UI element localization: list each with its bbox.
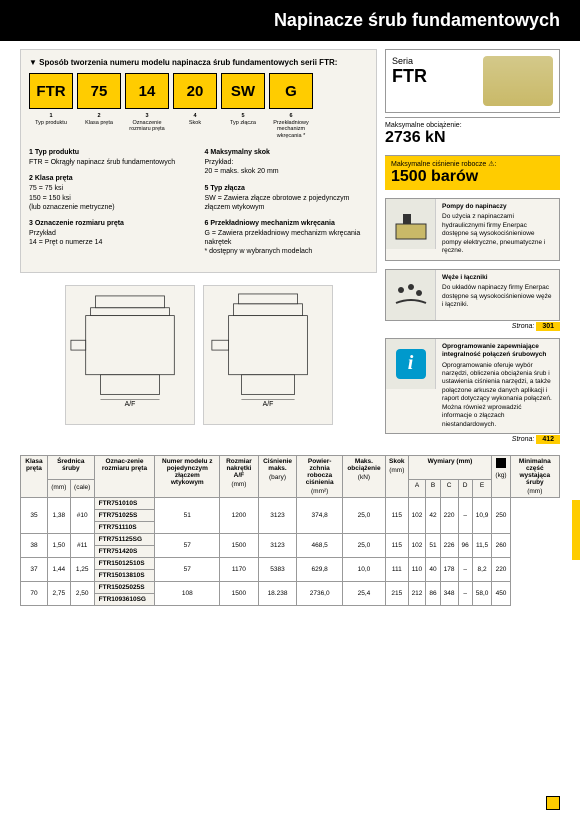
model-tiles: FTR 75 14 20 SW G xyxy=(29,73,368,109)
model-number-box: Sposób tworzenia numeru modelu napinacza… xyxy=(20,49,377,273)
technical-drawings: A/F A/F xyxy=(20,285,377,425)
side-tab xyxy=(572,500,580,560)
info-icon: i xyxy=(386,339,436,389)
hose-icon xyxy=(386,270,436,320)
tile-label-4: 4Skok xyxy=(173,113,217,139)
def-2: 2 Klasa pręta75 = 75 ksi 150 = 150 ksi (… xyxy=(29,175,193,211)
hoses-title: Węże i łączniki xyxy=(442,274,553,282)
tile-20: 20 xyxy=(173,73,217,109)
table-row: 702,752,50FTR15025025S108150018.2382736,… xyxy=(21,582,560,594)
software-title: Oprogramowanie zapewniające integralność… xyxy=(442,343,553,360)
max-pressure-label: Maksymalne ciśnienie robocze ⚠: xyxy=(391,160,554,168)
max-pressure-value: 1500 barów xyxy=(391,168,554,186)
svg-text:A/F: A/F xyxy=(262,401,273,408)
tile-14: 14 xyxy=(125,73,169,109)
tile-label-2: 2Klasa pręta xyxy=(77,113,121,139)
tile-label-1: 1Typ produktu xyxy=(29,113,73,139)
table-row: 351,38#10FTR751010S5112003123374,825,011… xyxy=(21,498,560,510)
pump-icon xyxy=(386,199,436,249)
max-load-value: 2736 kN xyxy=(385,129,560,147)
series-box: Seria FTR xyxy=(385,49,560,113)
tile-label-3: 3Oznaczenie rozmiaru pręta xyxy=(125,113,169,139)
model-box-title: Sposób tworzenia numeru modelu napinacza… xyxy=(29,58,368,67)
def-5: 5 Typ złączaSW = Zawiera złącze obrotowe… xyxy=(205,185,369,212)
def-6: 6 Przekładniowy mechanizm wkręcaniaG = Z… xyxy=(205,220,369,256)
page-ref-1: Strona: 301 xyxy=(385,323,560,330)
tile-label-6: 6Przekładniowy mechanizm wkręcania * xyxy=(269,113,313,139)
max-pressure-box: Maksymalne ciśnienie robocze ⚠: 1500 bar… xyxy=(385,155,560,190)
drawing-2: A/F xyxy=(203,285,333,425)
pumps-body: Do użycia z napinaczami hydraulicznymi f… xyxy=(442,213,553,255)
def-3: 3 Oznaczenie rozmiaru prętaPrzykład 14 =… xyxy=(29,220,193,247)
def-1: 1 Typ produktuFTR = Okrągły napinacz śru… xyxy=(29,149,193,167)
drawing-1: A/F xyxy=(65,285,195,425)
tile-g: G xyxy=(269,73,313,109)
weight-icon xyxy=(496,458,506,468)
software-body: Oprogramowanie oferuje wybór narzędzi, o… xyxy=(442,362,553,430)
max-load-label: Maksymalne obciążenie: xyxy=(385,122,560,129)
software-card: i Oprogramowanie zapewniające integralno… xyxy=(385,338,560,434)
footer-icon xyxy=(546,796,560,810)
specs-table: Klasa pręta Średnica śruby Oznac-zenie r… xyxy=(20,455,560,606)
defs-right: 4 Maksymalny skokPrzykład: 20 = maks. sk… xyxy=(205,149,369,264)
table-row: 381,50#11FTR751125SG5715003123468,525,01… xyxy=(21,534,560,546)
tile-sw: SW xyxy=(221,73,265,109)
tile-ftr: FTR xyxy=(29,73,73,109)
tile-75: 75 xyxy=(77,73,121,109)
max-load-box: Maksymalne obciążenie: 2736 kN xyxy=(385,117,560,151)
table-row: 371,441,25FTR15012510S5711705383629,810,… xyxy=(21,558,560,570)
hoses-body: Do układów napinaczy firmy Enerpac dostę… xyxy=(442,284,553,309)
def-4: 4 Maksymalny skokPrzykład: 20 = maks. sk… xyxy=(205,149,369,176)
pumps-card: Pompy do napinaczy Do użycia z napinacza… xyxy=(385,198,560,261)
product-image xyxy=(483,56,553,106)
tile-label-5: 5Typ złącza xyxy=(221,113,265,139)
series-label: Seria xyxy=(392,56,483,66)
page-header: Napinacze śrub fundamentowych xyxy=(0,0,580,41)
svg-text:A/F: A/F xyxy=(124,401,135,408)
page-title: Napinacze śrub fundamentowych xyxy=(274,10,560,30)
pumps-title: Pompy do napinaczy xyxy=(442,203,553,211)
defs-left: 1 Typ produktuFTR = Okrągły napinacz śru… xyxy=(29,149,193,264)
page-ref-2: Strona: 412 xyxy=(385,436,560,443)
hoses-card: Węże i łączniki Do układów napinaczy fir… xyxy=(385,269,560,321)
series-value: FTR xyxy=(392,66,483,87)
